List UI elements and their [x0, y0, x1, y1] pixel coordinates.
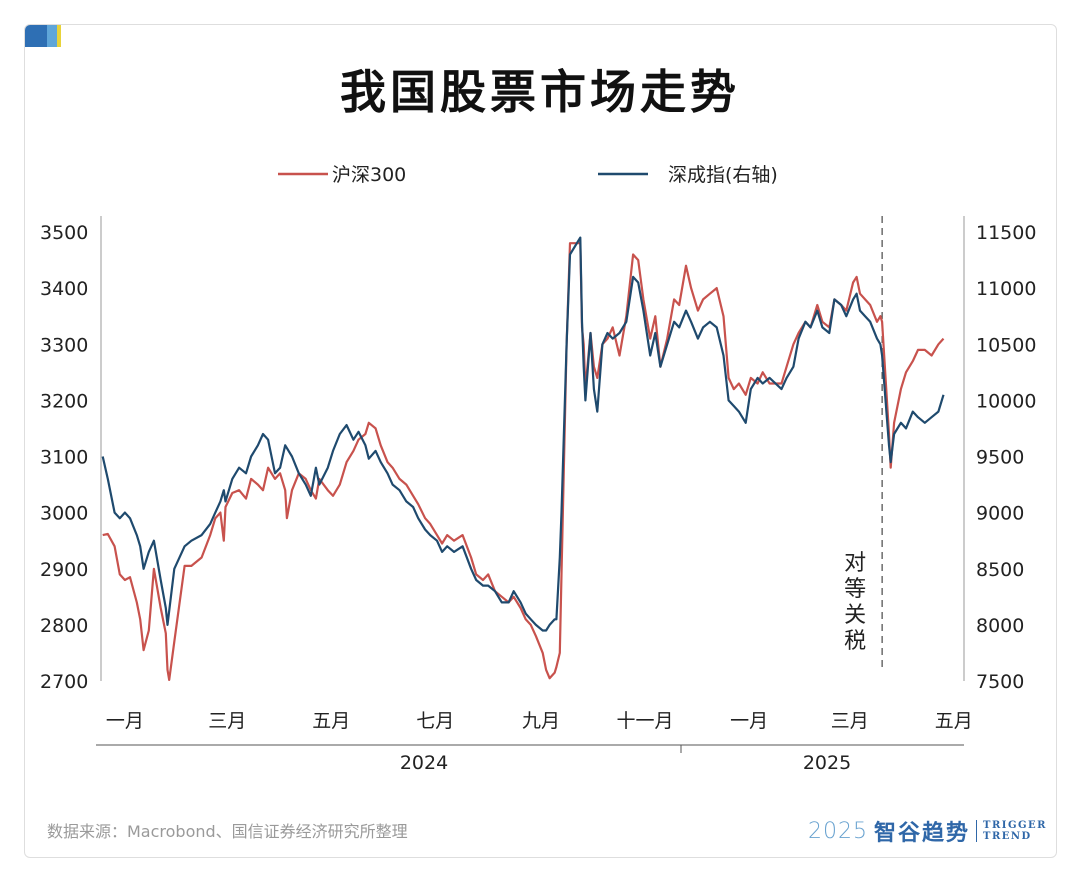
left-tick-label: 3300 — [40, 334, 88, 356]
x-year-label: 2025 — [803, 752, 851, 774]
right-tick-label: 8500 — [976, 559, 1024, 581]
left-tick-label: 2800 — [40, 615, 88, 637]
series-line-csi300 — [103, 243, 944, 680]
x-month-label: 一月 — [106, 710, 144, 732]
x-month-label: 十一月 — [617, 710, 674, 732]
right-tick-label: 10000 — [976, 390, 1036, 412]
brand-year: 2025 — [808, 819, 868, 844]
x-month-label: 三月 — [831, 710, 869, 732]
left-tick-label: 2700 — [40, 671, 88, 693]
left-tick-label: 3000 — [40, 503, 88, 525]
x-month-label: 五月 — [312, 710, 350, 732]
x-month-label: 一月 — [730, 710, 768, 732]
legend-label-szse: 深成指(右轴) — [668, 164, 778, 186]
right-tick-label: 10500 — [976, 334, 1036, 356]
brand-en-line2: TREND — [983, 831, 1047, 842]
brand-logo: 2025 智谷趋势 TRIGGER TREND — [808, 816, 1047, 846]
brand-name: 智谷趋势 — [874, 815, 970, 847]
legend-label-csi300: 沪深300 — [332, 164, 406, 186]
right-tick-label: 8000 — [976, 615, 1024, 637]
series-line-szse — [103, 238, 944, 631]
right-tick-label: 9500 — [976, 447, 1024, 469]
right-tick-label: 11500 — [976, 222, 1036, 244]
x-year-label: 2024 — [400, 752, 448, 774]
annotation-label: 对等关税 — [844, 551, 866, 654]
right-tick-label: 9000 — [976, 503, 1024, 525]
x-month-label: 三月 — [208, 710, 246, 732]
brand-divider — [976, 820, 977, 842]
x-month-label: 九月 — [522, 710, 560, 732]
x-month-label: 七月 — [416, 710, 454, 732]
right-tick-label: 7500 — [976, 671, 1024, 693]
left-tick-label: 3100 — [40, 447, 88, 469]
source-note: 数据来源：Macrobond、国信证券经济研究所整理 — [47, 818, 408, 842]
brand-en-line1: TRIGGER — [983, 820, 1047, 831]
x-month-label: 五月 — [935, 710, 973, 732]
left-tick-label: 3400 — [40, 278, 88, 300]
brand-english: TRIGGER TREND — [983, 820, 1047, 842]
stock-market-chart: 沪深300 深成指(右轴) 3500 3400 3300 3200 3100 3000 2900… — [0, 0, 1080, 800]
right-tick-label: 11000 — [976, 278, 1036, 300]
left-tick-label: 2900 — [40, 559, 88, 581]
left-tick-label: 3200 — [40, 390, 88, 412]
left-tick-label: 3500 — [40, 222, 88, 244]
